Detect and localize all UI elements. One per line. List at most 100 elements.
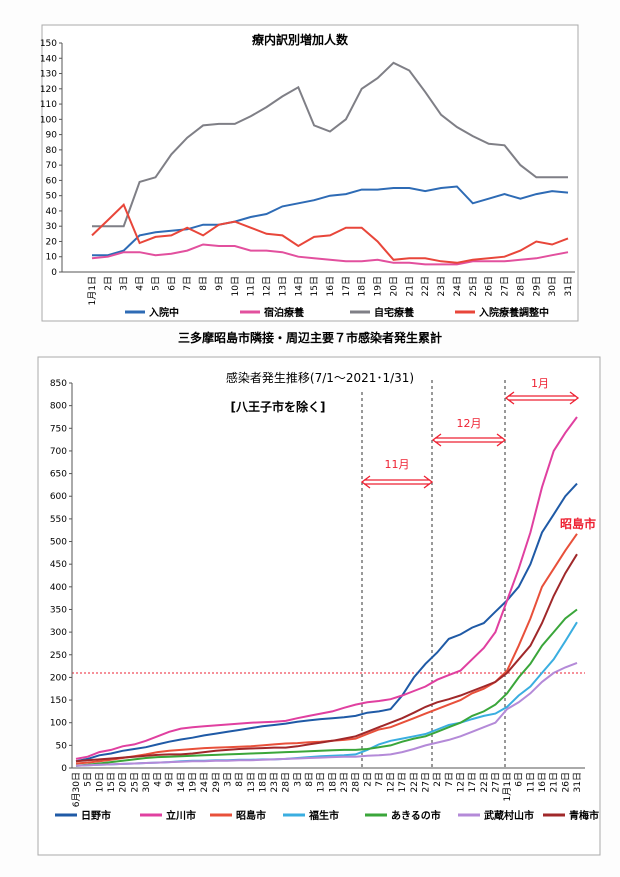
x-tick-label: 8日 [304,772,315,787]
y-tick-label: 700 [50,447,67,457]
x-tick-label: 25日 [468,276,479,296]
x-tick-label: 28日 [281,772,292,792]
x-tick-label: 21日 [549,772,560,792]
section-caption: 三多摩昭島市隣接・周辺主要７市感染者発生累計 [178,330,442,345]
x-tick-label: 7日 [182,276,193,291]
x-tick-label: 22日 [420,276,431,296]
y-tick-label: 130 [40,70,57,80]
x-tick-label: 15日 [309,276,320,296]
y-tick-label: 850 [50,379,67,389]
chart-title: 感染者発生推移(7/1～2021･1/31) [226,370,414,385]
x-tick-label: 19日 [373,276,384,296]
y-tick-label: 300 [50,628,67,638]
x-tick-label: 2日 [362,772,373,787]
x-tick-label: 6月30日 [71,772,82,807]
y-tick-label: 750 [50,424,67,434]
series-line [75,553,578,763]
x-tick-label: 1月1日 [502,772,513,801]
series-line [75,661,578,767]
x-tick-label: 29日 [211,772,222,792]
x-tick-label: 5日 [150,276,161,291]
x-tick-label: 13日 [277,276,288,296]
x-tick-label: 26日 [560,772,571,792]
x-tick-label: 28日 [351,772,362,792]
period-dividers [361,380,506,768]
x-tick-label: 3日 [222,772,233,787]
x-tick-label: 31日 [563,276,574,296]
x-tick-label: 23日 [269,772,280,792]
legend-label: あきるの市 [391,809,441,822]
x-tick-label: 24日 [452,276,463,296]
x-tick-label: 22日 [409,772,420,792]
y-tick-label: 10 [46,253,58,263]
x-tick-label: 1月1日 [87,276,98,305]
x-tick-label: 27日 [421,772,432,792]
x-tick-label: 7日 [374,772,385,787]
y-tick-label: 50 [56,741,68,751]
x-tick-label: 11日 [525,772,536,792]
x-tick-label: 11日 [246,276,257,296]
annotation: [八王子市を除く] [231,399,326,414]
annotation: 昭島市 [560,516,596,531]
x-tick-label: 3日 [119,276,130,291]
x-tick-label: 5日 [83,772,94,787]
x-tick-label: 30日 [547,276,558,296]
y-tick-label: 500 [50,538,67,548]
x-tick-label: 25日 [129,772,140,792]
annotation: 11月 [385,458,410,471]
x-tick-label: 13日 [316,772,327,792]
legend-label: 日野市 [81,809,111,822]
x-tick-label: 3日 [292,772,303,787]
y-tick-label: 250 [50,651,67,661]
x-tick-label: 23日 [339,772,350,792]
y-tick-label: 350 [50,605,67,615]
y-tick-label: 120 [40,85,57,95]
x-tick-label: 12日 [262,276,273,296]
legend-label: 自宅療養 [374,306,414,319]
x-tick-label: 15日 [106,772,117,792]
x-tick-label: 24日 [199,772,210,792]
y-tick-label: 100 [50,719,67,729]
x-tick-label: 14日 [176,772,187,792]
x-tick-label: 7日 [444,772,455,787]
y-tick-label: 150 [50,696,67,706]
series-line [92,185,569,257]
x-tick-label: 2日 [103,276,114,291]
x-tick-label: 31日 [572,772,583,792]
series-line [75,416,578,760]
y-tick-label: 150 [40,39,57,49]
legend-label: 武蔵村山市 [484,809,534,822]
y-tick-label: 450 [50,560,67,570]
y-tick-label: 40 [46,207,58,217]
chart-title: 療内訳別増加人数 [252,32,349,47]
y-tick-label: 30 [46,222,58,232]
y-tick-label: 600 [50,492,67,502]
x-tick-label: 16日 [325,276,336,296]
period-arrows [360,391,580,489]
x-tick-label: 29日 [531,276,542,296]
x-tick-label: 13日 [246,772,257,792]
y-tick-label: 400 [50,583,67,593]
x-tick-label: 27日 [500,276,511,296]
x-tick-label: 17日 [467,772,478,792]
y-tick-label: 50 [46,192,58,202]
x-tick-label: 18日 [327,772,338,792]
x-tick-label: 19日 [188,772,199,792]
legend-label: 昭島市 [236,809,266,822]
x-tick-label: 17日 [341,276,352,296]
y-tick-label: 550 [50,515,67,525]
x-tick-label: 6日 [514,772,525,787]
x-tick-label: 18日 [257,772,268,792]
chart-frame [37,356,601,856]
x-tick-label: 4日 [153,772,164,787]
legend-label: 入院療養調整中 [479,306,549,319]
y-tick-label: 90 [46,131,58,141]
x-tick-label: 30日 [141,772,152,792]
x-tick-label: 17日 [397,772,408,792]
legend-label: 立川市 [166,809,196,822]
x-tick-label: 8日 [198,276,209,291]
x-tick-label: 8日 [234,772,245,787]
x-tick-label: 10日 [230,276,241,296]
x-tick-label: 22日 [479,772,490,792]
